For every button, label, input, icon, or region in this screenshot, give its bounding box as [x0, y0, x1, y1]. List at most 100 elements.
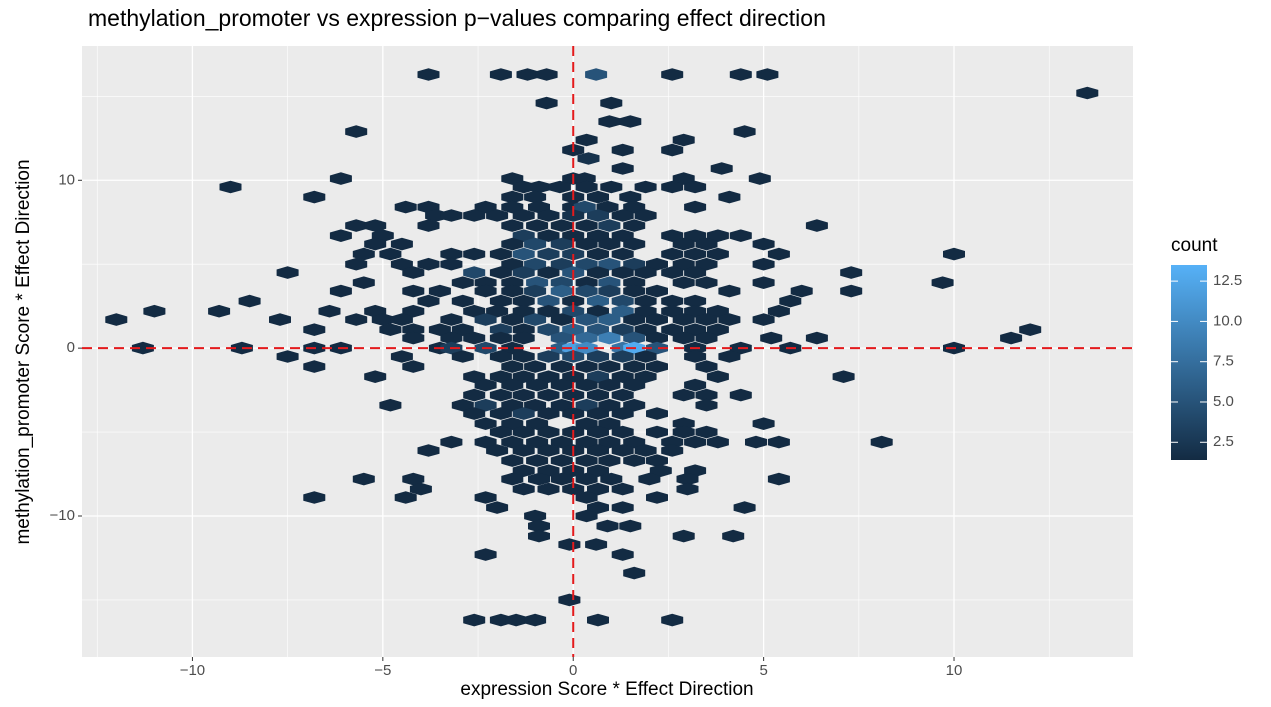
hexbin [463, 247, 486, 261]
hexbin [512, 266, 535, 279]
hexbin [587, 464, 609, 477]
hexbin [611, 266, 634, 279]
hexbin [501, 454, 524, 467]
hexbin [598, 360, 621, 373]
hexbin [417, 444, 440, 457]
hexbin [463, 266, 486, 279]
hexbin [474, 200, 497, 214]
hexbin [143, 304, 166, 318]
hexbin [672, 417, 695, 430]
hexbin [463, 407, 486, 420]
hexbin [745, 435, 767, 449]
hexbin [676, 472, 699, 486]
hexbin [352, 472, 375, 486]
hexbin [501, 417, 524, 430]
hexbin [805, 219, 828, 232]
hexbin [676, 482, 699, 496]
hexbin [526, 435, 549, 449]
hexbin [512, 370, 535, 383]
hexbin [440, 331, 463, 345]
hexbin [598, 378, 621, 392]
hexbin [661, 613, 684, 627]
hexbin [706, 247, 729, 261]
hexbin [501, 378, 524, 392]
hexbin [767, 304, 790, 318]
hexbin [474, 398, 497, 412]
hexbin [596, 200, 619, 214]
hexbin [501, 284, 524, 298]
hexbin [646, 407, 668, 420]
hexbin [587, 229, 609, 242]
hexbin [208, 304, 231, 318]
hexbin [779, 294, 802, 308]
hexbin [718, 190, 741, 204]
hexbin [417, 294, 440, 308]
y-tick-label: 0 [67, 339, 75, 356]
hexbin [611, 501, 634, 514]
hexbin [440, 209, 463, 222]
hexbin [440, 247, 463, 261]
hexbin [451, 323, 474, 336]
hexbin [729, 229, 752, 242]
hexbin [562, 229, 585, 242]
hexbin [512, 247, 535, 261]
hexbin [535, 68, 558, 81]
hexbin [752, 417, 775, 430]
hexbin [684, 350, 707, 363]
hexbin [600, 180, 623, 194]
hexbin [501, 219, 524, 232]
hexbin [526, 417, 549, 430]
hexbin [329, 229, 352, 242]
hexbin [672, 331, 695, 345]
hexbin [474, 417, 497, 430]
hexbin [672, 172, 695, 185]
hexbin [501, 200, 524, 214]
hexbin [394, 200, 417, 214]
hexbin [684, 435, 707, 449]
hexbin [575, 257, 598, 271]
hexbin [390, 257, 413, 271]
hexbin [672, 257, 695, 271]
hexbin [550, 219, 573, 232]
hexbin [611, 162, 634, 175]
hexbin [684, 180, 707, 194]
hexbin [718, 284, 741, 298]
hexbin [524, 360, 547, 373]
hexbin [619, 115, 642, 128]
hexbin [575, 509, 598, 523]
y-tick-label: 10 [58, 171, 75, 188]
hexbin [575, 133, 598, 147]
hexbin [512, 388, 535, 402]
hexbin [524, 613, 547, 627]
hexbin [550, 276, 573, 289]
hexbin [528, 472, 550, 486]
hexbin [474, 548, 497, 561]
hexbin [585, 538, 608, 551]
hexbin [634, 444, 657, 457]
hexbin [230, 341, 253, 355]
hexbin [672, 237, 695, 251]
hexbin [528, 180, 550, 194]
hexbin [752, 257, 775, 271]
hexbin [562, 323, 585, 336]
hexbin [537, 444, 560, 457]
hexbin [661, 304, 684, 318]
hexbin [105, 313, 128, 326]
hexbin [276, 266, 299, 279]
hexbin [417, 219, 440, 232]
hexbin [276, 350, 299, 363]
hexbin [537, 323, 560, 336]
hexbin [575, 237, 598, 251]
hexbin [489, 294, 512, 308]
hexbin [587, 304, 609, 318]
hexbin [512, 425, 535, 439]
hexbin [501, 360, 524, 373]
hexbin [238, 294, 261, 308]
hexbin [501, 172, 524, 185]
hexbin [672, 276, 695, 289]
hexbin [611, 143, 634, 157]
hexbin [352, 247, 375, 261]
hexbin [512, 350, 535, 363]
hexbin [931, 276, 954, 289]
